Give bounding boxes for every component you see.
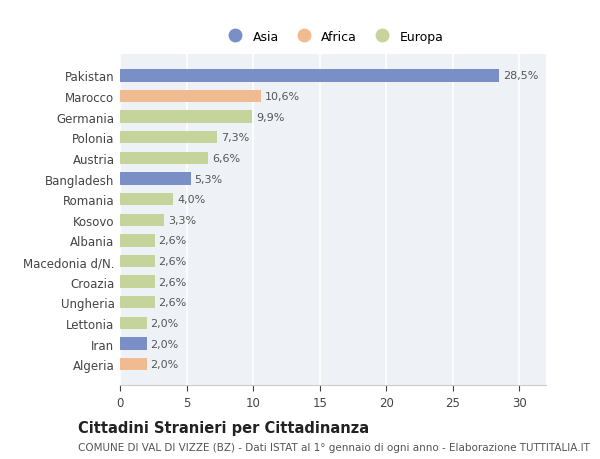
Bar	[120, 152, 208, 165]
Text: 5,3%: 5,3%	[194, 174, 223, 184]
Text: 2,0%: 2,0%	[151, 318, 179, 328]
Bar	[120, 338, 146, 350]
Bar	[120, 317, 146, 330]
Bar	[120, 70, 499, 83]
Text: 2,6%: 2,6%	[158, 236, 187, 246]
Text: 2,0%: 2,0%	[151, 359, 179, 369]
Text: 2,6%: 2,6%	[158, 257, 187, 267]
Text: 10,6%: 10,6%	[265, 92, 300, 102]
Text: 2,6%: 2,6%	[158, 297, 187, 308]
Text: 2,0%: 2,0%	[151, 339, 179, 349]
Bar	[120, 214, 164, 226]
Text: 4,0%: 4,0%	[177, 195, 205, 205]
Bar	[120, 276, 155, 288]
Bar	[120, 173, 191, 185]
Text: 6,6%: 6,6%	[212, 154, 240, 163]
Bar	[120, 358, 146, 370]
Bar	[120, 235, 155, 247]
Bar	[120, 132, 217, 144]
Bar	[120, 255, 155, 268]
Text: 3,3%: 3,3%	[168, 215, 196, 225]
Bar	[120, 194, 173, 206]
Text: 9,9%: 9,9%	[256, 112, 284, 123]
Bar	[120, 297, 155, 309]
Text: COMUNE DI VAL DI VIZZE (BZ) - Dati ISTAT al 1° gennaio di ogni anno - Elaborazio: COMUNE DI VAL DI VIZZE (BZ) - Dati ISTAT…	[78, 442, 590, 452]
Text: Cittadini Stranieri per Cittadinanza: Cittadini Stranieri per Cittadinanza	[78, 420, 369, 435]
Text: 28,5%: 28,5%	[503, 71, 539, 81]
Text: 7,3%: 7,3%	[221, 133, 250, 143]
Bar	[120, 111, 252, 123]
Bar	[120, 91, 261, 103]
Legend: Asia, Africa, Europa: Asia, Africa, Europa	[220, 28, 446, 46]
Text: 2,6%: 2,6%	[158, 277, 187, 287]
